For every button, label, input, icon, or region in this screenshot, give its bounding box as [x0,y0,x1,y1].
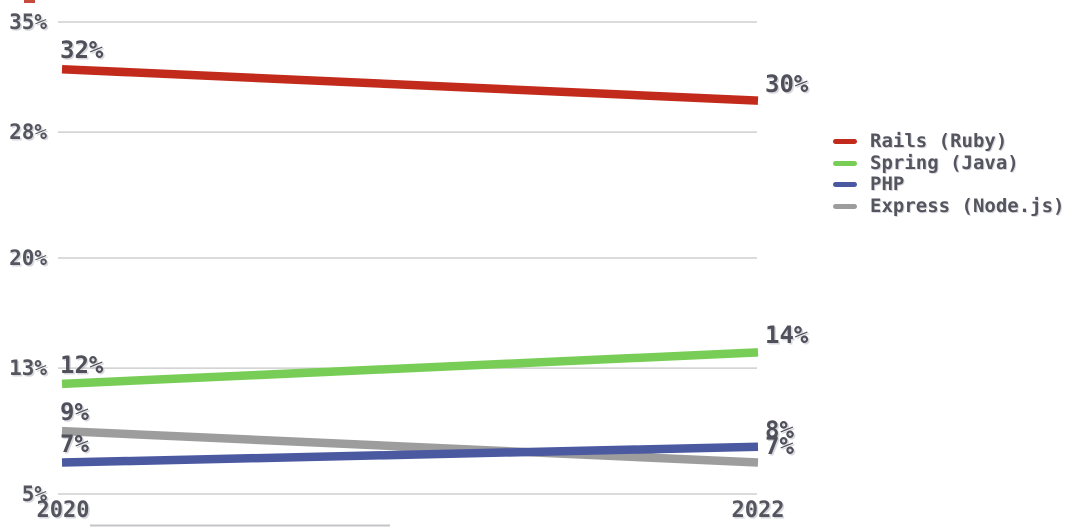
legend-label: Express (Node.js) [870,194,1065,217]
legend-label: Spring (Java) [870,151,1019,174]
legend-label: Rails (Ruby) [870,130,1008,153]
top-edge-artifact [24,0,35,3]
data-label-end: 30% [765,69,809,98]
legend: Rails (Ruby) Spring (Java) PHP Express (Nod… [833,131,1064,217]
x-axis-tick-label: 2020 [36,498,90,523]
y-axis-tick-label: 35% [9,10,47,34]
x-axis-tick-label: 2022 [731,498,785,523]
series-line-rails-ruby [61,64,759,105]
data-label-start: 32% [60,36,104,65]
data-label-start: 12% [60,350,104,379]
legend-item: Spring (Java) [833,151,1064,175]
data-label-end: 7% [765,431,794,460]
legend-swatch-icon [833,203,857,209]
data-label-start: 7% [60,429,89,458]
legend-swatch-icon [833,160,857,166]
legend-swatch-icon [833,182,857,188]
series-line-express-node-js [61,426,759,467]
data-label-end: 14% [765,321,809,350]
legend-label: PHP [870,173,905,196]
y-axis-tick-label: 20% [9,246,47,270]
legend-swatch-icon [833,139,857,145]
data-label-end: 8% [765,415,794,444]
series-line-php [61,442,759,467]
y-axis-tick-label: 13% [9,356,47,381]
y-axis-tick-label: 28% [9,120,47,145]
series-line-spring-java [61,348,759,389]
legend-item: Rails (Ruby) [833,131,1064,153]
data-label-start: 9% [60,398,89,427]
legend-item: PHP [833,174,1064,196]
legend-item: Express (Node.js) [833,194,1065,218]
y-axis-tick-label: 5% [21,482,47,506]
